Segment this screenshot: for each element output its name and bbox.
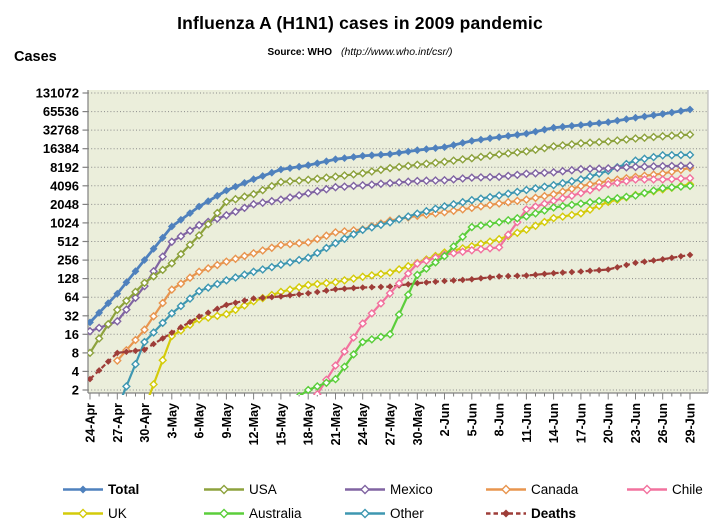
x-tick-label: 2-Jun xyxy=(438,403,452,436)
x-tick-label: 27-May xyxy=(384,403,398,445)
x-tick-label: 11-Jun xyxy=(520,403,534,443)
legend-item-Canada: Canada xyxy=(485,478,626,501)
y-tick-label: 512 xyxy=(57,234,79,249)
y-tick-label: 128 xyxy=(57,271,79,286)
legend-item-Australia: Australia xyxy=(203,502,344,525)
x-tick-label: 20-Jun xyxy=(602,403,616,443)
series-layer xyxy=(88,105,695,395)
x-tick-label: 21-May xyxy=(329,403,343,445)
x-tick-label: 5-Jun xyxy=(465,403,479,436)
x-tick-label: 23-Jun xyxy=(629,403,643,443)
legend-label: Chile xyxy=(672,482,703,497)
legend-label: Mexico xyxy=(390,482,433,497)
legend-item-Mexico: Mexico xyxy=(344,478,485,501)
y-tick-label: 16 xyxy=(65,327,79,342)
x-tick-label: 24-May xyxy=(356,403,370,445)
legend-swatch-Australia xyxy=(204,508,244,519)
x-tick-label: 29-Jun xyxy=(684,403,698,443)
series-markers-Other xyxy=(122,150,695,391)
y-tick-label: 8 xyxy=(72,345,79,360)
x-tick-label: 27-Apr xyxy=(111,403,125,443)
legend-swatch-UK xyxy=(63,508,103,519)
legend-item-UK: UK xyxy=(62,502,203,525)
x-tick-label: 9-May xyxy=(220,403,234,438)
x-tick-label: 30-May xyxy=(411,403,425,445)
legend-swatch-Chile xyxy=(627,484,667,495)
series-markers-Mexico xyxy=(88,161,695,336)
source-label: Source: WHO xyxy=(267,47,332,58)
legend-swatch-Deaths xyxy=(486,509,526,518)
y-tick-label: 4096 xyxy=(50,178,79,193)
legend-item-Total: Total xyxy=(62,478,203,501)
y-tick-label: 256 xyxy=(57,253,79,268)
legend-label: UK xyxy=(108,506,127,521)
chart-title: Influenza A (H1N1) cases in 2009 pandemi… xyxy=(177,13,543,33)
series-line-Other xyxy=(121,153,691,395)
legend-label: USA xyxy=(249,482,277,497)
legend-swatch-USA xyxy=(204,484,244,495)
series-markers-Australia xyxy=(295,181,695,395)
y-tick-label: 1024 xyxy=(50,215,80,230)
y-tick-label: 131072 xyxy=(36,86,79,101)
y-tick-label: 8192 xyxy=(50,160,79,175)
x-tick-label: 30-Apr xyxy=(138,403,152,443)
legend-item-Other: Other xyxy=(344,502,485,525)
source-url: (http://www.who.int/csr/) xyxy=(341,46,453,58)
x-tick-label: 14-Jun xyxy=(547,403,561,443)
legend-label: Deaths xyxy=(531,506,577,521)
y-tick-label: 32768 xyxy=(43,123,79,138)
x-tick-label: 26-Jun xyxy=(656,403,670,443)
legend-item-Chile: Chile xyxy=(626,478,720,501)
legend-label: Total xyxy=(108,482,140,497)
legend-swatch-Canada xyxy=(486,484,526,495)
series-markers-USA xyxy=(88,130,695,358)
legend-label: Australia xyxy=(249,506,302,521)
legend-swatch-Total xyxy=(63,485,103,494)
x-tick-label: 6-May xyxy=(193,403,207,438)
x-tick-label: 17-Jun xyxy=(574,403,588,443)
legend-swatch-Other xyxy=(345,508,385,519)
legend-swatch-Mexico xyxy=(345,484,385,495)
x-tick-label: 8-Jun xyxy=(493,403,507,436)
series-markers-Chile xyxy=(312,173,695,395)
legend-label: Canada xyxy=(531,482,579,497)
y-tick-label: 65536 xyxy=(43,104,79,119)
x-tick-label: 24-Apr xyxy=(84,403,98,443)
legend: Total USA Mexico Canada Chile UK Australia Othe… xyxy=(62,478,720,525)
x-tick-label: 18-May xyxy=(302,403,316,445)
legend-item-Deaths: Deaths xyxy=(485,502,626,525)
x-tick-label: 12-May xyxy=(247,403,261,445)
y-tick-label: 32 xyxy=(65,308,79,323)
series-line-Australia xyxy=(298,184,691,395)
legend-label: Other xyxy=(390,506,424,521)
y-tick-label: 2 xyxy=(72,383,79,398)
x-tick-label: 15-May xyxy=(274,403,288,445)
chart-subtitle: Source: WHO (http://www.who.int/csr/) xyxy=(0,46,720,58)
y-tick-label: 16384 xyxy=(43,141,80,156)
y-axis-title: Cases xyxy=(14,49,57,65)
y-tick-label: 64 xyxy=(65,290,80,305)
y-tick-label: 4 xyxy=(72,364,80,379)
legend-item-USA: USA xyxy=(203,478,344,501)
plot-svg: 131072 65536 32768 16384 8192 4096 2048 1024 512… xyxy=(36,86,709,445)
x-tick-label: 3-May xyxy=(165,403,179,438)
y-tick-label: 2048 xyxy=(50,197,79,212)
